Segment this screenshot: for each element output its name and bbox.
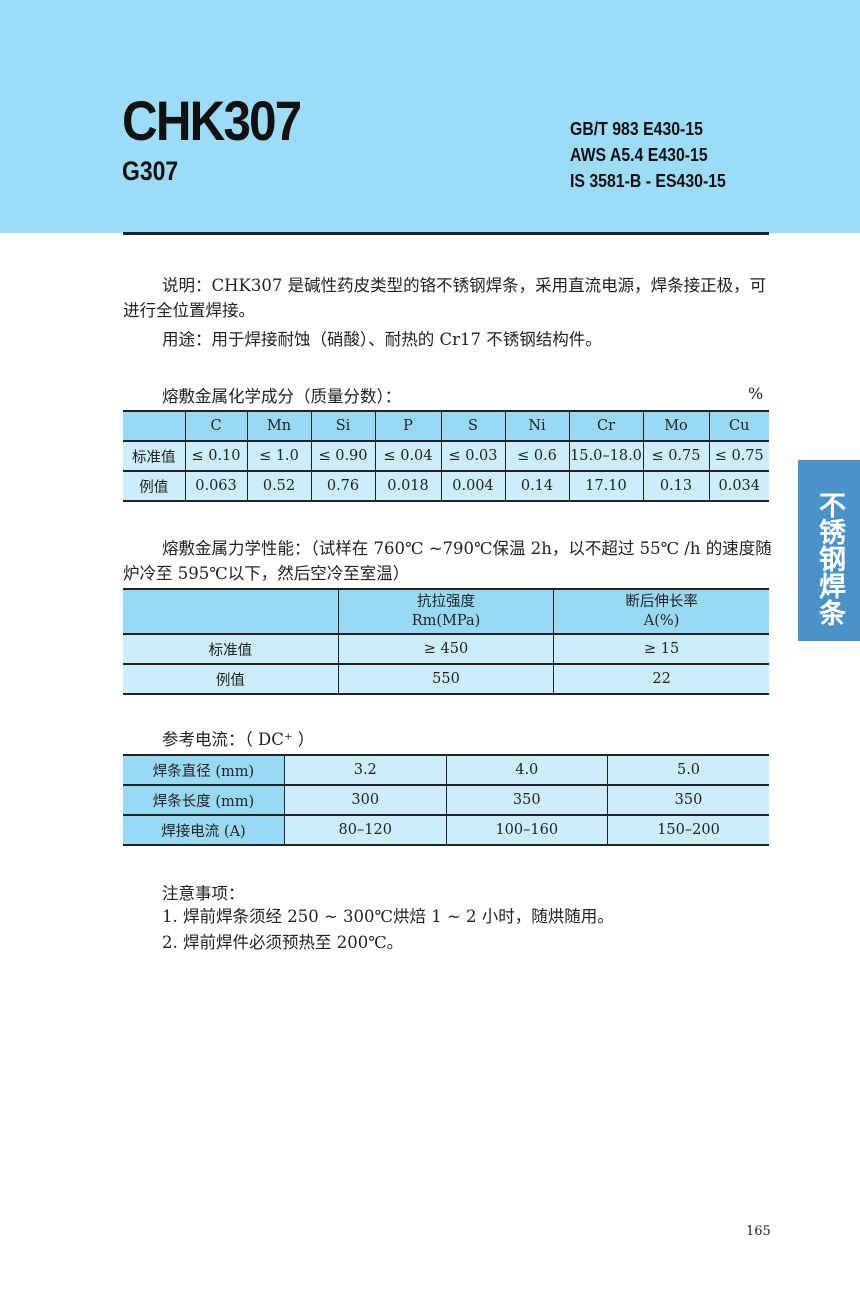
header-cell: 断后伸长率 A(%) bbox=[553, 588, 769, 635]
chem-unit: % bbox=[748, 384, 764, 403]
mech-note: （试样在 760℃ ~790℃保温 2h，以不超过 55℃ /h 的速度随炉冷至… bbox=[123, 539, 772, 583]
table-cell: 0.034 bbox=[708, 470, 769, 502]
table-cell: 350 bbox=[445, 784, 608, 816]
table-cell: 0.76 bbox=[310, 470, 376, 502]
header-line: Rm(MPa) bbox=[411, 612, 481, 629]
category-tab[interactable]: 不锈钢焊条 bbox=[798, 460, 860, 641]
table-cell: 3.2 bbox=[284, 754, 447, 786]
header-cell: Cu bbox=[708, 410, 769, 442]
header-cell: P bbox=[374, 410, 442, 442]
table-cell: 0.52 bbox=[246, 470, 312, 502]
table-cell: 例值 bbox=[123, 663, 339, 695]
header-cell: Mo bbox=[642, 410, 710, 442]
use-text: 用于焊接耐蚀（硝酸）、耐热的 Cr17 不锈钢结构件。 bbox=[211, 330, 602, 349]
table-cell: ≤ 1.0 bbox=[246, 440, 312, 472]
mech-heading: 熔敷金属力学性能：（试样在 760℃ ~790℃保温 2h，以不超过 55℃ /… bbox=[123, 536, 773, 586]
table-cell: ≥ 450 bbox=[337, 633, 555, 665]
header-cell bbox=[123, 410, 186, 442]
header-cell: 抗拉强度 Rm(MPa) bbox=[337, 588, 555, 635]
table-cell: ≤ 0.04 bbox=[374, 440, 442, 472]
table-cell: 150–200 bbox=[607, 814, 769, 846]
current-table: 焊条直径 (mm) 3.2 4.0 5.0 焊条长度 (mm) 300 350 350 焊接电流… bbox=[123, 754, 769, 846]
header-line: 抗拉强度 bbox=[416, 593, 475, 610]
header-cell bbox=[123, 588, 339, 635]
table-cell: 550 bbox=[337, 663, 555, 695]
table-cell: 15.0–18.0 bbox=[568, 440, 644, 472]
header-cell: Mn bbox=[246, 410, 312, 442]
table-row: 例值 550 22 bbox=[123, 663, 769, 695]
standard: GB/T 983 E430-15 bbox=[570, 119, 703, 139]
row-label: 焊条直径 (mm) bbox=[123, 754, 285, 786]
table-cell: 0.063 bbox=[184, 470, 248, 502]
table-cell: ≤ 0.90 bbox=[310, 440, 376, 472]
table-row: 焊条直径 (mm) 3.2 4.0 5.0 bbox=[123, 754, 769, 786]
header-band bbox=[0, 0, 860, 233]
current-heading: 参考电流：（ DC⁺ ） bbox=[162, 727, 812, 752]
header-line: 断后伸长率 bbox=[625, 593, 698, 610]
chem-title: 熔敷金属化学成分（质量分数）： bbox=[162, 387, 402, 406]
table-cell: 4.0 bbox=[445, 754, 608, 786]
current-title: 参考电流： bbox=[162, 730, 245, 749]
table-cell: ≤ 0.75 bbox=[708, 440, 769, 472]
desc-text: CHK307 是碱性药皮类型的铬不锈钢焊条，采用直流电源，焊条接正极，可进行全位… bbox=[123, 276, 767, 320]
use-label: 用途： bbox=[162, 330, 212, 349]
table-cell: 5.0 bbox=[607, 754, 769, 786]
note-item: 2. 焊前焊件必须预热至 200℃。 bbox=[162, 933, 404, 952]
standards: GB/T 983 E430-15 AWS A5.4 E430-15 IS 358… bbox=[570, 116, 726, 194]
table-cell: 例值 bbox=[123, 470, 186, 502]
table-header-row: 抗拉强度 Rm(MPa) 断后伸长率 A(%) bbox=[123, 588, 769, 635]
row-label: 焊条长度 (mm) bbox=[123, 784, 285, 816]
header-cell: S bbox=[440, 410, 506, 442]
table-cell: ≤ 0.03 bbox=[440, 440, 506, 472]
standard: AWS A5.4 E430-15 bbox=[570, 145, 708, 165]
mech-title: 熔敷金属力学性能： bbox=[162, 539, 311, 558]
mech-table: 抗拉强度 Rm(MPa) 断后伸长率 A(%) 标准值 ≥ 450 ≥ 15 例值 550 22 bbox=[123, 588, 769, 695]
table-cell: 80–120 bbox=[284, 814, 447, 846]
table-cell: 300 bbox=[284, 784, 447, 816]
table-cell: ≤ 0.75 bbox=[642, 440, 710, 472]
table-cell: ≤ 0.6 bbox=[504, 440, 570, 472]
notes-title: 注意事项： bbox=[162, 884, 245, 903]
header-cell: Ni bbox=[504, 410, 570, 442]
row-label: 焊接电流 (A) bbox=[123, 814, 285, 846]
standard: IS 3581-B - ES430-15 bbox=[570, 171, 726, 191]
page-number: 165 bbox=[746, 1224, 771, 1239]
table-cell: 0.13 bbox=[642, 470, 710, 502]
table-row: 焊条长度 (mm) 300 350 350 bbox=[123, 784, 769, 816]
table-cell: 22 bbox=[553, 663, 769, 695]
table-row: 标准值 ≤ 0.10 ≤ 1.0 ≤ 0.90 ≤ 0.04 ≤ 0.03 ≤ 0.6 15.… bbox=[123, 440, 769, 472]
table-cell: 标准值 bbox=[123, 440, 186, 472]
table-cell: ≤ 0.10 bbox=[184, 440, 248, 472]
description: 说明：CHK307 是碱性药皮类型的铬不锈钢焊条，采用直流电源，焊条接正极，可进… bbox=[123, 273, 773, 323]
table-cell: 0.14 bbox=[504, 470, 570, 502]
header-cell: Si bbox=[310, 410, 376, 442]
usage: 用途：用于焊接耐蚀（硝酸）、耐热的 Cr17 不锈钢结构件。 bbox=[162, 327, 812, 352]
table-cell: 17.10 bbox=[568, 470, 644, 502]
chem-table: C Mn Si P S Ni Cr Mo Cu 标准值 ≤ 0.10 ≤ 1.0 ≤ 0.90 ≤ 0.0… bbox=[123, 410, 769, 502]
table-cell: 100–160 bbox=[445, 814, 608, 846]
divider bbox=[123, 232, 769, 235]
product-subtitle: G307 bbox=[122, 156, 179, 186]
table-cell: 标准值 bbox=[123, 633, 339, 665]
table-header-row: C Mn Si P S Ni Cr Mo Cu bbox=[123, 410, 769, 442]
table-row: 标准值 ≥ 450 ≥ 15 bbox=[123, 633, 769, 665]
note-item: 1. 焊前焊条须经 250 ~ 300℃烘焙 1 ~ 2 小时，随烘随用。 bbox=[162, 907, 614, 926]
desc-label: 说明： bbox=[162, 276, 212, 295]
current-note: （ DC⁺ ） bbox=[244, 730, 315, 749]
table-cell: ≥ 15 bbox=[553, 633, 769, 665]
table-row: 焊接电流 (A) 80–120 100–160 150–200 bbox=[123, 814, 769, 846]
table-cell: 0.018 bbox=[374, 470, 442, 502]
header-line: A(%) bbox=[643, 612, 680, 629]
header-cell: C bbox=[184, 410, 248, 442]
table-row: 例值 0.063 0.52 0.76 0.018 0.004 0.14 17.10 0.13 0.… bbox=[123, 470, 769, 502]
table-cell: 350 bbox=[607, 784, 769, 816]
product-title: CHK307 bbox=[122, 89, 302, 152]
header-cell: Cr bbox=[568, 410, 644, 442]
table-cell: 0.004 bbox=[440, 470, 506, 502]
